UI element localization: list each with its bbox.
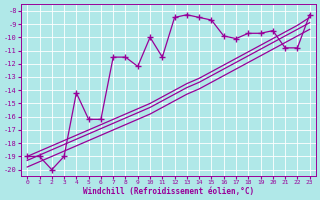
X-axis label: Windchill (Refroidissement éolien,°C): Windchill (Refroidissement éolien,°C) bbox=[83, 187, 254, 196]
